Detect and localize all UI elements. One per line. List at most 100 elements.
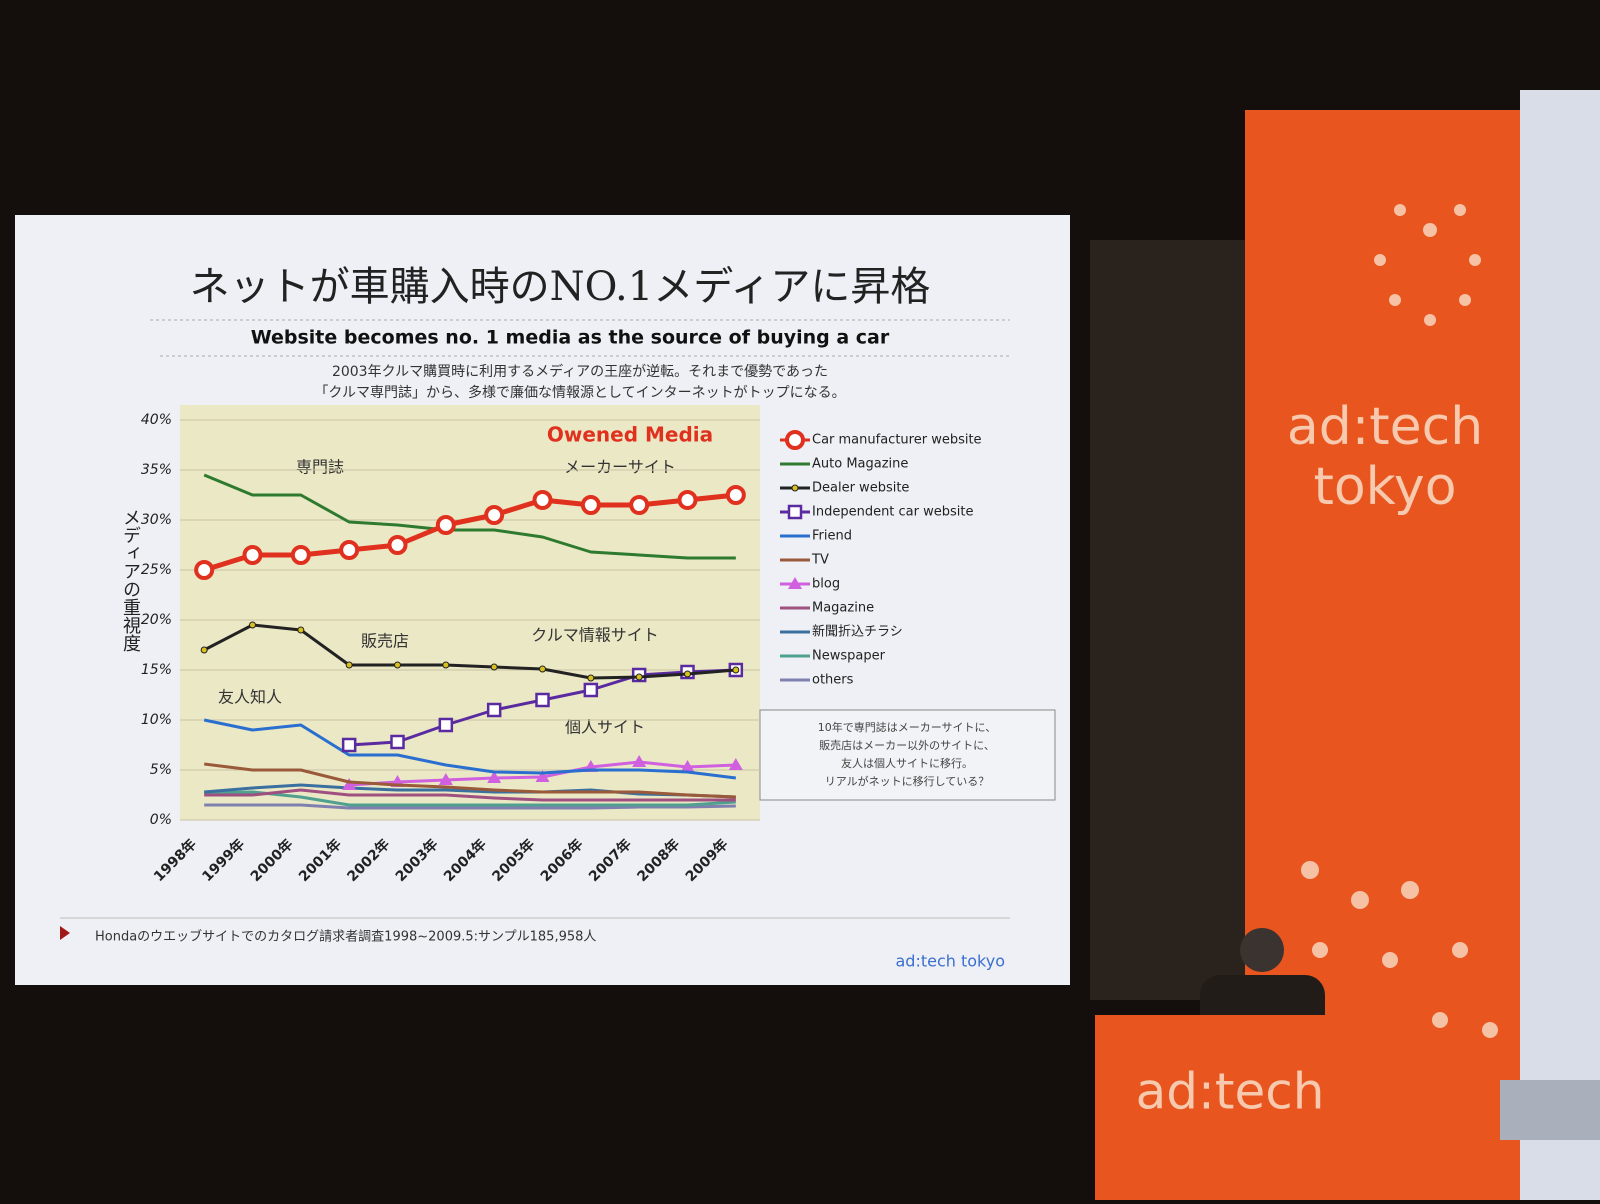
subtitle: Website becomes no. 1 media as the sourc…	[251, 327, 890, 349]
marker	[200, 646, 208, 654]
marker	[345, 661, 353, 669]
marker	[728, 758, 743, 770]
marker	[438, 717, 454, 733]
marker	[788, 577, 802, 589]
speaker-head	[1240, 928, 1284, 972]
banner-dots	[1301, 204, 1498, 1038]
marker	[194, 560, 215, 580]
marker	[242, 545, 263, 565]
marker	[539, 665, 546, 673]
annotation: メーカーサイト	[564, 458, 676, 477]
wall	[1090, 240, 1250, 1000]
marker	[442, 661, 450, 669]
marker	[342, 778, 357, 790]
series-line	[203, 762, 736, 799]
laptop	[1500, 1080, 1600, 1140]
side-screen	[1520, 90, 1600, 1200]
bullet	[60, 926, 70, 940]
y-tick-label: 0%	[150, 812, 172, 828]
marker	[684, 670, 691, 678]
legend-label: Car manufacturer website	[812, 433, 982, 448]
marker	[725, 485, 746, 505]
y-tick-label: 25%	[141, 562, 172, 578]
y-tick-label: 35%	[141, 462, 172, 478]
annotation: 専門誌	[296, 458, 344, 477]
legend-label: others	[812, 673, 854, 688]
note-box	[759, 709, 1056, 801]
banner-logo: tokyo	[1313, 457, 1456, 517]
marker	[290, 545, 311, 565]
marker	[249, 621, 256, 629]
series-line	[203, 623, 736, 680]
marker	[484, 505, 505, 525]
marker	[629, 495, 650, 515]
marker	[580, 495, 601, 515]
marker	[787, 504, 803, 520]
series-line	[204, 788, 736, 802]
series-line	[204, 783, 736, 799]
marker	[394, 661, 401, 669]
y-tick-label: 30%	[141, 512, 172, 528]
source: Hondaのウエッブサイトでのカタログ請求者調査1998~2009.5:サンプル…	[95, 929, 596, 945]
marker	[387, 535, 408, 555]
marker	[390, 734, 405, 750]
series-line	[204, 803, 736, 810]
y-tick-label: 20%	[141, 612, 172, 628]
podium-logo: ad:tech	[1136, 1063, 1325, 1121]
marker	[487, 771, 502, 783]
legend-label: Dealer website	[812, 481, 909, 496]
legend-label: TV	[811, 553, 829, 568]
legend-label: Independent car website	[812, 505, 973, 520]
marker	[732, 666, 740, 674]
marker	[677, 490, 698, 510]
plot-area	[180, 405, 760, 820]
description: 2003年クルマ購買時に利用するメディアの王座が逆転。それまで優勢であった	[332, 363, 828, 380]
annotation: Owened Media	[547, 423, 713, 447]
y-tick-label: 10%	[141, 712, 172, 728]
podium	[1095, 1015, 1365, 1200]
marker	[341, 737, 357, 753]
y-tick-label: 5%	[150, 762, 172, 778]
series-line	[203, 718, 737, 780]
marker	[587, 674, 595, 682]
marker	[490, 663, 498, 671]
slide-title: ネットが車購入時のNO.1メディアに昇格	[190, 264, 931, 310]
marker	[785, 430, 805, 450]
banner-logo: ad:tech	[1287, 397, 1483, 457]
legend-label: blog	[812, 577, 840, 592]
y-tick-label: 15%	[141, 662, 172, 678]
marker	[532, 490, 553, 510]
marker	[438, 773, 453, 785]
legend-label: Auto Magazine	[812, 457, 908, 472]
note: 10年で専門誌はメーカーサイトに、	[818, 720, 996, 734]
y-tick-label: 40%	[141, 412, 172, 428]
legend-label: Newspaper	[812, 649, 886, 664]
slide-logo: ad:tech tokyo	[895, 952, 1005, 971]
note: 販売店はメーカー以外のサイトに、	[819, 738, 995, 752]
annotation: 友人知人	[218, 688, 282, 707]
legend-label: Friend	[812, 529, 852, 544]
marker	[339, 540, 360, 560]
marker	[635, 673, 643, 681]
marker	[632, 755, 647, 767]
y-axis-label: メディアの重視度	[120, 508, 141, 652]
marker	[791, 484, 799, 492]
marker	[486, 702, 502, 718]
annotation: クルマ情報サイト	[531, 626, 659, 645]
note: リアルがネットに移行している？	[825, 774, 990, 788]
series-line	[204, 790, 736, 807]
marker	[680, 760, 695, 772]
marker	[583, 682, 599, 698]
marker	[435, 515, 456, 535]
marker	[297, 626, 305, 634]
description: 「クルマ専門誌」から、多様で廉価な情報源としてインターネットがトップになる。	[314, 384, 845, 401]
annotation: 販売店	[361, 632, 409, 651]
marker	[535, 692, 550, 708]
legend-label: 新聞折込チラシ	[812, 624, 903, 640]
series-line	[203, 473, 736, 560]
annotation: 個人サイト	[565, 718, 645, 737]
legend-label: Magazine	[812, 601, 874, 616]
marker	[535, 770, 550, 782]
note: 友人は個人サイトに移行。	[841, 756, 973, 770]
